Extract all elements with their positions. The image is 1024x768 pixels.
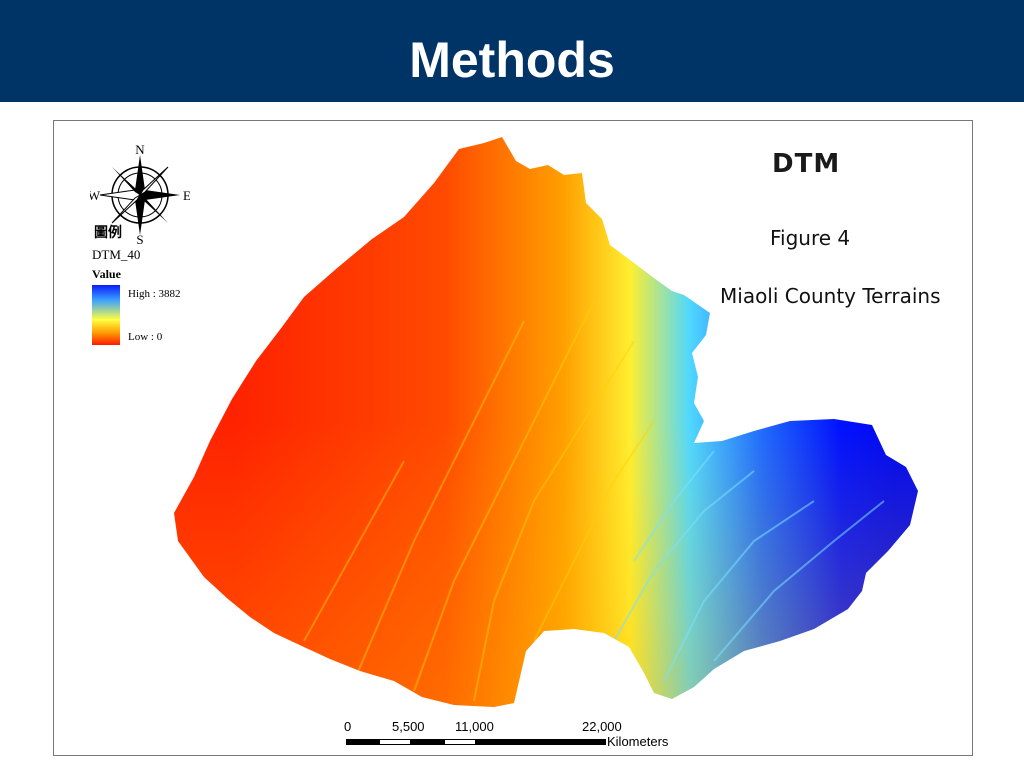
legend-heading: 圖例	[94, 226, 122, 241]
compass-west-label: W	[90, 188, 101, 203]
scale-segment	[476, 739, 606, 745]
figure-caption: Miaoli County Terrains	[720, 284, 941, 308]
map-frame: N S E W 圖例 DTM_40 Value High : 3882 Low …	[53, 120, 973, 756]
scale-tick-label: 22,000	[582, 719, 622, 734]
slide-title: Methods	[409, 32, 615, 88]
legend-low-label: Low : 0	[128, 331, 163, 343]
figure-number: Figure 4	[770, 226, 851, 250]
scale-unit-label: Kilometers	[607, 734, 669, 749]
scale-tick-label: 11,000	[455, 719, 494, 734]
terrain-texture	[174, 137, 918, 707]
map-title: DTM	[772, 149, 841, 179]
scale-segment	[411, 739, 444, 745]
scale-segment	[379, 739, 411, 745]
scale-tick-label: 5,500	[392, 719, 425, 734]
scale-segment	[346, 739, 379, 745]
legend-field-name: Value	[92, 267, 121, 281]
slide-header: Methods	[0, 0, 1024, 102]
legend-layer-name: DTM_40	[92, 247, 141, 262]
compass-east-label: E	[183, 188, 190, 203]
compass-rose-icon: N S E W	[90, 145, 190, 245]
terrain-map	[174, 137, 918, 707]
legend-color-ramp	[92, 285, 120, 345]
scale-segment	[444, 739, 476, 745]
compass-south-label: S	[136, 232, 143, 245]
scale-tick-label: 0	[344, 719, 352, 734]
legend-high-label: High : 3882	[128, 288, 181, 300]
scale-bar: 0 5,500 11,000 22,000 Kilometers	[324, 719, 684, 753]
compass-north-label: N	[135, 145, 145, 157]
